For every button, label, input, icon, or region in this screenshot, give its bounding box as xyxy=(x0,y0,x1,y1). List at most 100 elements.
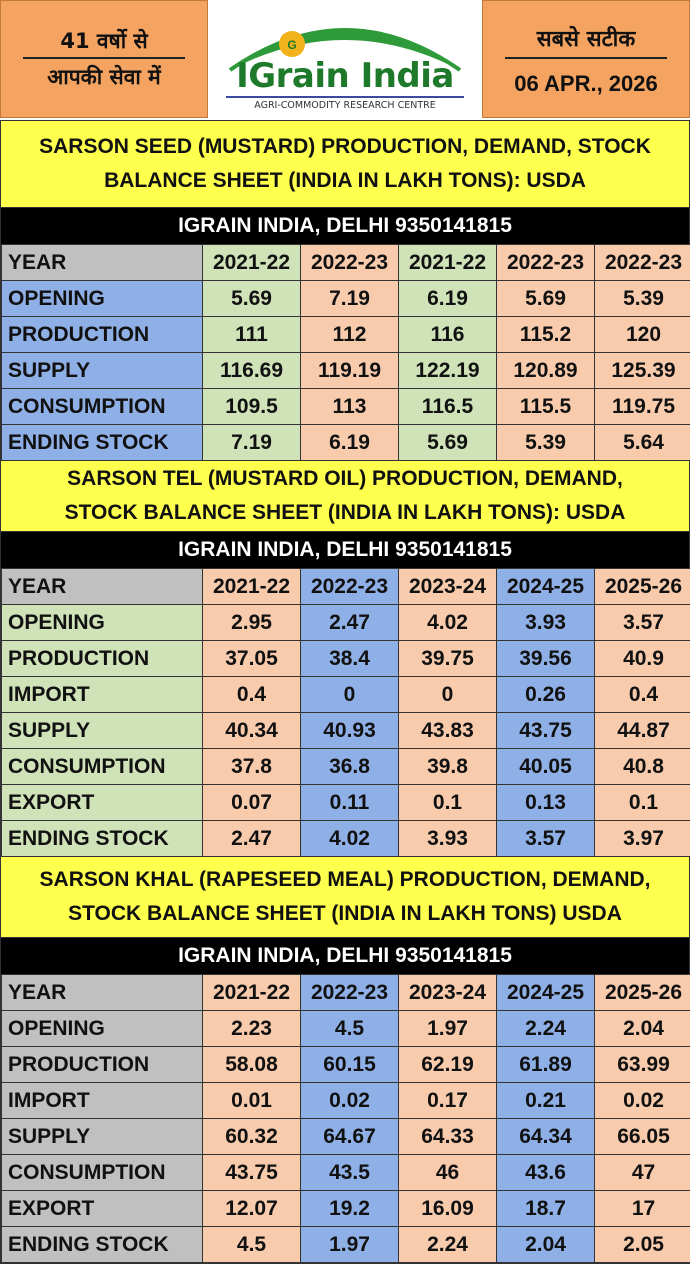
value-cell: 2.04 xyxy=(594,1010,690,1047)
mustard-seed-table: YEAR 2021-22 2022-23 2021-22 2022-23 202… xyxy=(1,244,690,461)
value-cell: 125.39 xyxy=(594,352,690,389)
value-cell: 2.47 xyxy=(202,820,301,857)
table-row: OPENING 2.95 2.47 4.02 3.93 3.57 xyxy=(1,604,690,641)
title-line: STOCK BALANCE SHEET (INDIA IN LAKH TONS)… xyxy=(64,501,626,524)
value-cell: 44.87 xyxy=(594,712,690,749)
value-cell: 5.69 xyxy=(202,280,301,317)
header-row: YEAR 2021-22 2022-23 2021-22 2022-23 202… xyxy=(1,244,690,281)
table-row: CONSUMPTION 109.5 113 116.5 115.5 119.75 xyxy=(1,388,690,425)
experience-line2: आपकी सेवा में xyxy=(47,65,161,89)
title-line: SARSON TEL (MUSTARD OIL) PRODUCTION, DEM… xyxy=(67,467,623,490)
value-cell: 16.09 xyxy=(398,1190,497,1227)
table-row: OPENING 2.23 4.5 1.97 2.24 2.04 xyxy=(1,1010,690,1047)
value-cell: 7.19 xyxy=(202,424,301,461)
value-cell: 12.07 xyxy=(202,1190,301,1227)
value-cell: 0 xyxy=(398,676,497,713)
value-cell: 0.17 xyxy=(398,1082,497,1119)
year-label: YEAR xyxy=(1,568,203,605)
table-row: ENDING STOCK 2.47 4.02 3.93 3.57 3.97 xyxy=(1,820,690,857)
value-cell: 0.13 xyxy=(496,784,595,821)
value-cell: 0.21 xyxy=(496,1082,595,1119)
value-cell: 39.56 xyxy=(496,640,595,677)
table-row: SUPPLY 40.34 40.93 43.83 43.75 44.87 xyxy=(1,712,690,749)
svg-text:G: G xyxy=(287,38,296,52)
value-cell: 37.8 xyxy=(202,748,301,785)
value-cell: 39.75 xyxy=(398,640,497,677)
value-cell: 40.93 xyxy=(300,712,399,749)
value-cell: 40.9 xyxy=(594,640,690,677)
row-label: ENDING STOCK xyxy=(1,1226,203,1263)
value-cell: 0.1 xyxy=(398,784,497,821)
value-cell: 115.5 xyxy=(496,388,595,425)
value-cell: 0 xyxy=(300,676,399,713)
year-cell: 2024-25 xyxy=(496,974,595,1011)
value-cell: 63.99 xyxy=(594,1046,690,1083)
value-cell: 0.4 xyxy=(202,676,301,713)
value-cell: 18.7 xyxy=(496,1190,595,1227)
header-row: YEAR 2021-22 2022-23 2023-24 2024-25 202… xyxy=(1,568,690,605)
year-cell: 2021-22 xyxy=(398,244,497,281)
value-cell: 119.75 xyxy=(594,388,690,425)
value-cell: 7.19 xyxy=(300,280,399,317)
row-label: CONSUMPTION xyxy=(1,1154,203,1191)
table-row: IMPORT 0.01 0.02 0.17 0.21 0.02 xyxy=(1,1082,690,1119)
value-cell: 43.6 xyxy=(496,1154,595,1191)
row-label: PRODUCTION xyxy=(1,640,203,677)
value-cell: 60.32 xyxy=(202,1118,301,1155)
value-cell: 46 xyxy=(398,1154,497,1191)
value-cell: 119.19 xyxy=(300,352,399,389)
accuracy-text: सबसे सटीक xyxy=(536,27,636,52)
value-cell: 39.8 xyxy=(398,748,497,785)
row-label: SUPPLY xyxy=(1,352,203,389)
table-row: EXPORT 0.07 0.11 0.1 0.13 0.1 xyxy=(1,784,690,821)
value-cell: 4.02 xyxy=(300,820,399,857)
year-cell: 2022-23 xyxy=(300,974,399,1011)
balance-sheet-tables: SARSON SEED (MUSTARD) PRODUCTION, DEMAND… xyxy=(0,120,690,1264)
value-cell: 122.19 xyxy=(398,352,497,389)
table-row: PRODUCTION 37.05 38.4 39.75 39.56 40.9 xyxy=(1,640,690,677)
value-cell: 3.57 xyxy=(496,820,595,857)
value-cell: 64.33 xyxy=(398,1118,497,1155)
year-cell: 2025-26 xyxy=(594,974,690,1011)
report-date: 06 APR., 2026 xyxy=(514,71,658,96)
value-cell: 115.2 xyxy=(496,316,595,353)
divider xyxy=(23,57,185,59)
value-cell: 58.08 xyxy=(202,1046,301,1083)
row-label: EXPORT xyxy=(1,1190,203,1227)
header-row: YEAR 2021-22 2022-23 2023-24 2024-25 202… xyxy=(1,974,690,1011)
value-cell: 0.11 xyxy=(300,784,399,821)
value-cell: 2.24 xyxy=(496,1010,595,1047)
value-cell: 40.34 xyxy=(202,712,301,749)
row-label: CONSUMPTION xyxy=(1,748,203,785)
value-cell: 17 xyxy=(594,1190,690,1227)
table-row: PRODUCTION 58.08 60.15 62.19 61.89 63.99 xyxy=(1,1046,690,1083)
value-cell: 109.5 xyxy=(202,388,301,425)
row-label: IMPORT xyxy=(1,1082,203,1119)
value-cell: 0.02 xyxy=(594,1082,690,1119)
year-cell: 2023-24 xyxy=(398,568,497,605)
value-cell: 60.15 xyxy=(300,1046,399,1083)
value-cell: 62.19 xyxy=(398,1046,497,1083)
divider xyxy=(505,57,667,59)
value-cell: 120.89 xyxy=(496,352,595,389)
value-cell: 0.01 xyxy=(202,1082,301,1119)
value-cell: 112 xyxy=(300,316,399,353)
value-cell: 3.57 xyxy=(594,604,690,641)
value-cell: 5.69 xyxy=(398,424,497,461)
value-cell: 38.4 xyxy=(300,640,399,677)
value-cell: 66.05 xyxy=(594,1118,690,1155)
table-row: CONSUMPTION 43.75 43.5 46 43.6 47 xyxy=(1,1154,690,1191)
title-line: BALANCE SHEET (INDIA IN LAKH TONS): USDA xyxy=(104,169,586,192)
year-cell: 2021-22 xyxy=(202,568,301,605)
value-cell: 116.69 xyxy=(202,352,301,389)
row-label: OPENING xyxy=(1,280,203,317)
experience-line1: 41 वर्षो से xyxy=(60,29,148,53)
value-cell: 43.75 xyxy=(202,1154,301,1191)
year-cell: 2021-22 xyxy=(202,974,301,1011)
row-label: SUPPLY xyxy=(1,1118,203,1155)
value-cell: 6.19 xyxy=(300,424,399,461)
section-title: SARSON KHAL (RAPESEED MEAL) PRODUCTION, … xyxy=(1,857,689,938)
value-cell: 64.34 xyxy=(496,1118,595,1155)
page-header: 41 वर्षो से आपकी सेवा में G IGrain India… xyxy=(0,0,690,120)
row-label: PRODUCTION xyxy=(1,1046,203,1083)
